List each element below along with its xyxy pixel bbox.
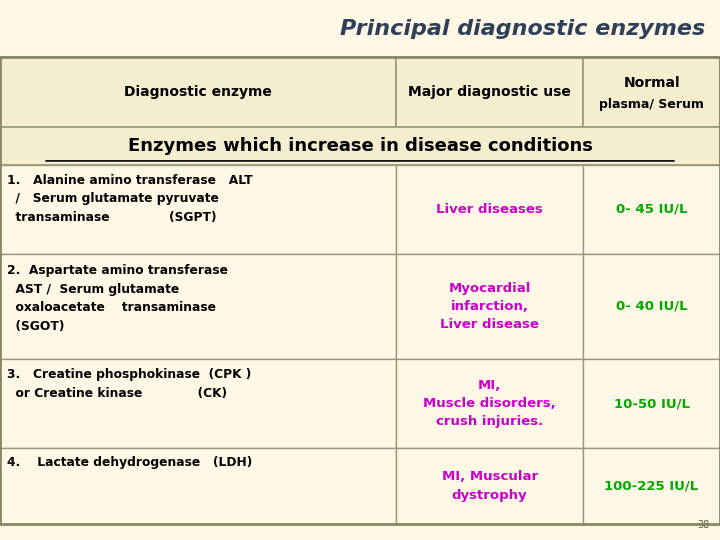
Text: 0- 40 IU/L: 0- 40 IU/L	[616, 300, 688, 313]
Text: Normal: Normal	[624, 76, 680, 90]
FancyBboxPatch shape	[583, 57, 720, 127]
Text: MI, Muscular
dystrophy: MI, Muscular dystrophy	[441, 470, 538, 502]
FancyBboxPatch shape	[396, 254, 583, 359]
Text: Enzymes which increase in disease conditions: Enzymes which increase in disease condit…	[127, 137, 593, 155]
FancyBboxPatch shape	[0, 359, 396, 448]
FancyBboxPatch shape	[0, 448, 396, 524]
Text: 3.   Creatine phosphokinase  (CPK )
  or Creatine kinase             (CK): 3. Creatine phosphokinase (CPK ) or Crea…	[7, 368, 251, 400]
Text: Major diagnostic use: Major diagnostic use	[408, 85, 571, 99]
Text: plasma/ Serum: plasma/ Serum	[599, 98, 704, 111]
Text: 100-225 IU/L: 100-225 IU/L	[605, 480, 698, 492]
Text: MI,
Muscle disorders,
crush injuries.: MI, Muscle disorders, crush injuries.	[423, 379, 556, 428]
Text: 1.   Alanine amino transferase   ALT
  /   Serum glutamate pyruvate
  transamina: 1. Alanine amino transferase ALT / Serum…	[7, 173, 253, 224]
FancyBboxPatch shape	[396, 448, 583, 524]
FancyBboxPatch shape	[0, 127, 720, 165]
FancyBboxPatch shape	[0, 254, 396, 359]
FancyBboxPatch shape	[396, 165, 583, 254]
Text: Myocardial
infarction,
Liver disease: Myocardial infarction, Liver disease	[440, 282, 539, 331]
FancyBboxPatch shape	[0, 165, 396, 254]
Text: 38: 38	[697, 520, 709, 530]
Text: Principal diagnostic enzymes: Principal diagnostic enzymes	[341, 19, 706, 39]
FancyBboxPatch shape	[583, 165, 720, 254]
FancyBboxPatch shape	[583, 359, 720, 448]
Text: 0- 45 IU/L: 0- 45 IU/L	[616, 202, 688, 216]
FancyBboxPatch shape	[583, 254, 720, 359]
Text: Liver diseases: Liver diseases	[436, 202, 543, 216]
Text: Diagnostic enzyme: Diagnostic enzyme	[124, 85, 272, 99]
FancyBboxPatch shape	[0, 57, 396, 127]
Text: 2.  Aspartate amino transferase
  AST /  Serum glutamate
  oxaloacetate    trans: 2. Aspartate amino transferase AST / Ser…	[7, 264, 228, 333]
FancyBboxPatch shape	[583, 448, 720, 524]
Text: 4.    Lactate dehydrogenase   (LDH): 4. Lactate dehydrogenase (LDH)	[7, 456, 253, 469]
FancyBboxPatch shape	[396, 359, 583, 448]
FancyBboxPatch shape	[396, 57, 583, 127]
Text: 10-50 IU/L: 10-50 IU/L	[613, 397, 690, 410]
